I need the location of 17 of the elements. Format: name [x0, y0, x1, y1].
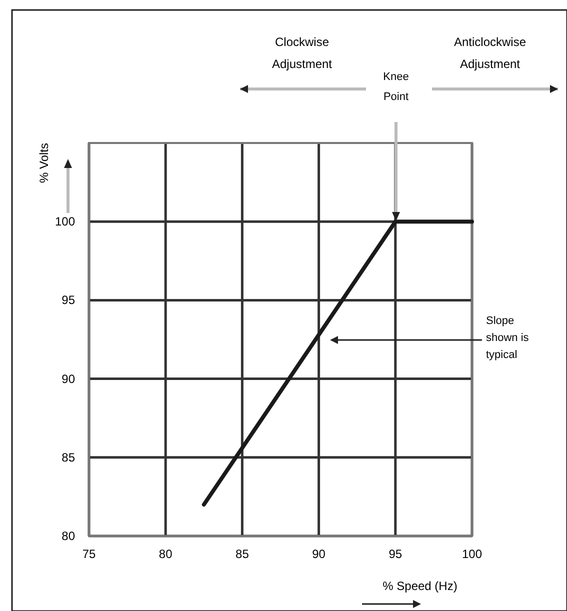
- x-axis-title: % Speed (Hz): [382, 579, 458, 593]
- x-tick-label: 100: [462, 547, 482, 561]
- text: Clockwise Adjustment: [272, 35, 333, 71]
- y-tick-label: 80: [62, 529, 76, 543]
- y-tick-label: 85: [62, 450, 76, 464]
- text: Anticlockwise Adjustment: [454, 35, 526, 71]
- x-tick-label: 95: [388, 547, 402, 561]
- y-tick-label: 90: [62, 372, 76, 386]
- x-tick-label: 85: [236, 547, 250, 561]
- y-tick-label: 95: [62, 293, 76, 308]
- x-tick-label: 75: [82, 547, 96, 561]
- x-tick-label: 80: [158, 547, 173, 561]
- y-axis-title: % Volts: [37, 142, 51, 184]
- text: Knee Point: [383, 71, 409, 103]
- text: Slope shown is typical: [486, 315, 530, 361]
- x-tick-label: 90: [312, 547, 326, 561]
- y-tick-label: 100: [54, 214, 76, 229]
